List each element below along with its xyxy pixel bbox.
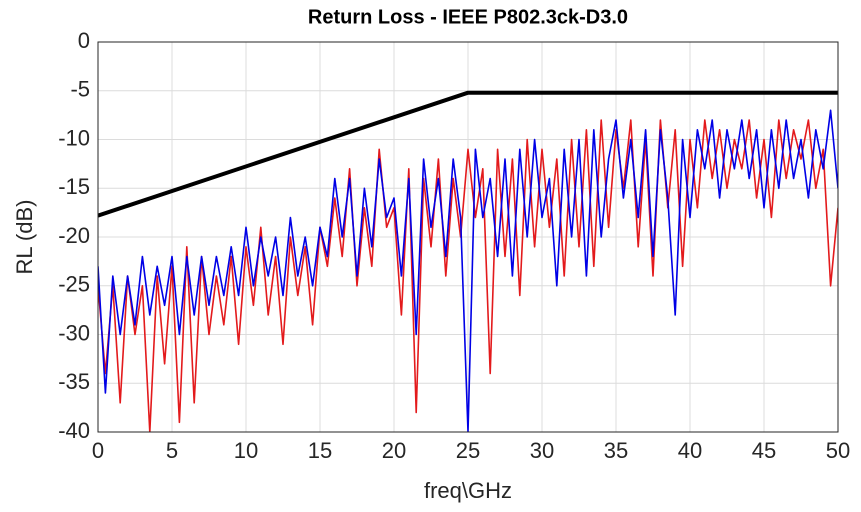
series-line: [98, 109, 838, 432]
y-tick-label: -20: [58, 223, 90, 248]
y-tick-label: -15: [58, 174, 90, 199]
x-tick-label: 40: [678, 438, 702, 463]
y-tick-label: -40: [58, 418, 90, 443]
y-axis-label: RL (dB): [12, 200, 37, 275]
y-tick-label: -30: [58, 320, 90, 345]
y-tick-label: -25: [58, 272, 90, 297]
y-tick-label: -10: [58, 125, 90, 150]
x-tick-label: 35: [604, 438, 628, 463]
x-tick-label: 45: [752, 438, 776, 463]
series-line: [98, 119, 838, 432]
plot-frame: [97, 41, 839, 433]
series-line: [98, 90, 838, 218]
y-tick-label: -35: [58, 369, 90, 394]
x-tick-label: 30: [530, 438, 554, 463]
x-tick-label: 5: [166, 438, 178, 463]
x-tick-label: 20: [382, 438, 406, 463]
x-tick-label: 15: [308, 438, 332, 463]
chart-title: Return Loss - IEEE P802.3ck-D3.0: [308, 6, 628, 28]
x-axis-label: freq\GHz: [424, 478, 512, 503]
x-tick-label: 0: [92, 438, 104, 463]
y-tick-label: -5: [70, 77, 90, 102]
y-tick-label: 0: [78, 28, 90, 53]
x-tick-label: 25: [456, 438, 480, 463]
x-tick-label: 50: [826, 438, 850, 463]
x-tick-label: 10: [234, 438, 258, 463]
